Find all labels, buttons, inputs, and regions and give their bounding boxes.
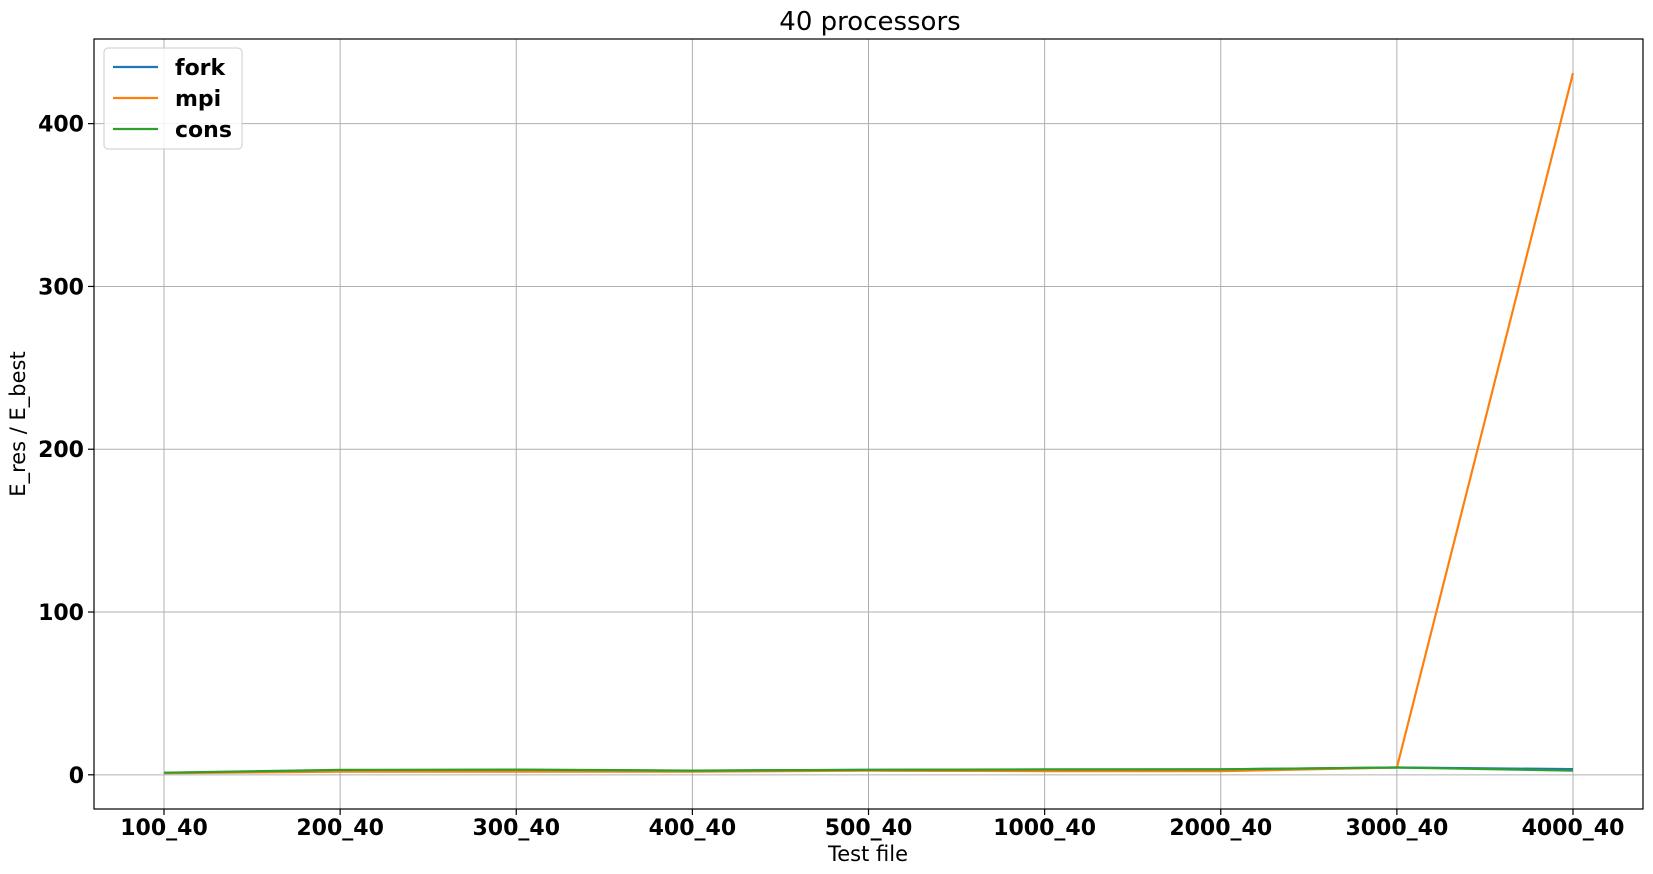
y-tick-label: 100	[38, 601, 84, 626]
y-tick-label: 300	[38, 275, 84, 300]
x-tick-label: 4000_40	[1522, 816, 1625, 841]
y-tick-label: 400	[38, 113, 84, 138]
chart-title: 40 processors	[779, 7, 960, 37]
legend-box	[103, 47, 243, 150]
y-axis-ticks: 0 100 200 300 400	[38, 113, 94, 789]
x-tick-label: 400_40	[649, 816, 737, 841]
legend: fork mpi cons	[103, 47, 243, 150]
legend-label-cons: cons	[175, 118, 232, 143]
x-tick-label: 100_40	[120, 816, 208, 841]
x-tick-label: 2000_40	[1169, 816, 1272, 841]
x-axis-ticks: 100_40 200_40 300_40 400_40 500_40 1000_40 200…	[120, 809, 1624, 841]
legend-label-fork: fork	[175, 56, 227, 81]
x-tick-label: 1000_40	[993, 816, 1096, 841]
y-axis-label: E_res / E_best	[6, 351, 31, 496]
x-tick-label: 300_40	[472, 816, 560, 841]
x-tick-label: 200_40	[296, 816, 384, 841]
x-tick-label: 500_40	[825, 816, 913, 841]
x-tick-label: 3000_40	[1345, 816, 1448, 841]
series-lines	[163, 72, 1575, 775]
x-axis-label: Test file	[827, 842, 908, 866]
y-tick-label: 0	[69, 764, 84, 789]
grid-lines	[94, 39, 1643, 809]
y-tick-label: 200	[38, 438, 84, 463]
series-line-cons	[163, 766, 1574, 774]
legend-label-mpi: mpi	[175, 87, 221, 112]
